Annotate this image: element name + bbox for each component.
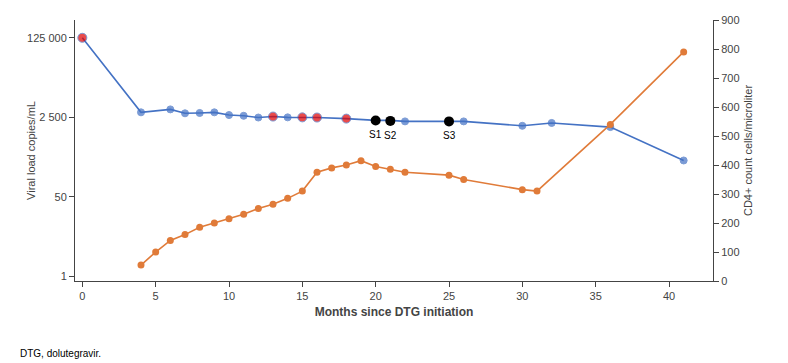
svg-text:S1: S1 [369, 129, 382, 140]
svg-text:15: 15 [296, 290, 308, 302]
svg-text:0: 0 [721, 275, 727, 287]
svg-text:800: 800 [721, 43, 739, 55]
svg-text:900: 900 [721, 14, 739, 26]
svg-text:S2: S2 [384, 130, 397, 141]
svg-text:30: 30 [516, 290, 528, 302]
svg-text:200: 200 [721, 217, 739, 229]
svg-text:Viral load copies/mL: Viral load copies/mL [25, 101, 37, 200]
svg-text:CD4+ count cells/microliter: CD4+ count cells/microliter [742, 85, 754, 216]
svg-text:S3: S3 [443, 130, 456, 141]
svg-text:600: 600 [721, 101, 739, 113]
svg-text:100: 100 [721, 246, 739, 258]
svg-text:700: 700 [721, 72, 739, 84]
svg-text:40: 40 [663, 290, 675, 302]
svg-text:0: 0 [79, 290, 85, 302]
svg-text:25: 25 [443, 290, 455, 302]
svg-text:500: 500 [721, 130, 739, 142]
svg-text:Months since DTG initiation: Months since DTG initiation [315, 305, 474, 319]
svg-text:DTG, dolutegravir.: DTG, dolutegravir. [20, 348, 101, 359]
svg-text:400: 400 [721, 159, 739, 171]
svg-text:125 000: 125 000 [27, 32, 67, 44]
svg-text:20: 20 [370, 290, 382, 302]
svg-text:1: 1 [61, 270, 67, 282]
svg-text:10: 10 [223, 290, 235, 302]
svg-text:50: 50 [55, 191, 67, 203]
svg-text:35: 35 [590, 290, 602, 302]
svg-text:300: 300 [721, 188, 739, 200]
svg-text:5: 5 [153, 290, 159, 302]
svg-text:2 500: 2 500 [39, 111, 67, 123]
